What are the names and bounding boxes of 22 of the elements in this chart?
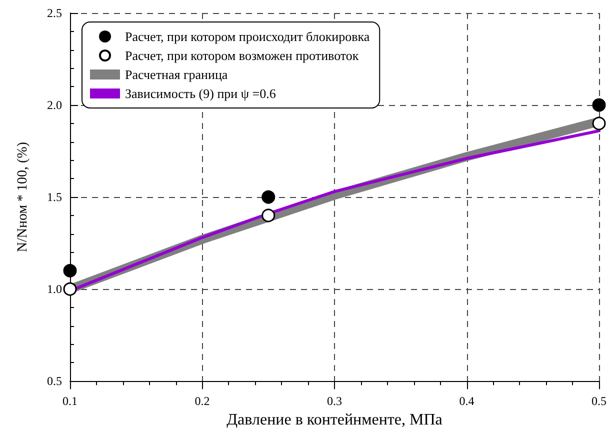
point xyxy=(262,208,276,222)
x-tick-label: 0.1 xyxy=(62,394,78,408)
y-tick-label: 2.5 xyxy=(47,6,62,20)
x-axis-title: Давление в контейнменте, МПа xyxy=(226,412,442,428)
point xyxy=(262,190,276,204)
x-tick-label: 0.4 xyxy=(459,394,474,408)
y-axis-title: N/Nном * 100, (%) xyxy=(16,142,30,252)
x-tick-label: 0.2 xyxy=(194,394,210,408)
y-tick-label: 1.5 xyxy=(47,190,62,204)
y-tick-label: 1.0 xyxy=(47,282,62,296)
legend-label: Зависимость (9) при ψ =0.6 xyxy=(125,86,276,101)
point xyxy=(592,98,606,112)
legend-label: Расчет, при котором возможен противоток xyxy=(125,48,360,63)
legend-label: Расчет, при котором происходит блокировка xyxy=(125,29,370,44)
y-tick-label: 0.5 xyxy=(47,374,62,388)
legend-label: Расчетная граница xyxy=(125,67,228,82)
point xyxy=(63,264,77,278)
y-tick-label: 2.0 xyxy=(47,98,62,112)
point xyxy=(592,116,606,130)
x-tick-label: 0.3 xyxy=(327,394,342,408)
x-tick-label: 0.5 xyxy=(592,394,606,408)
point xyxy=(63,282,77,296)
